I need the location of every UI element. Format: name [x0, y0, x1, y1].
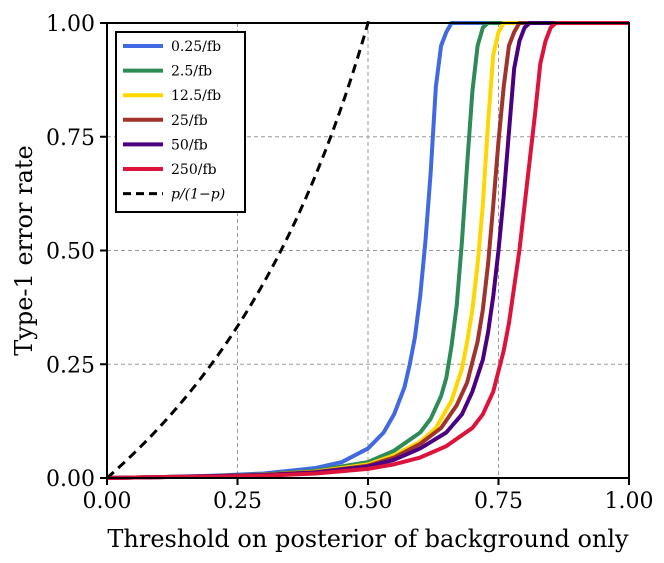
legend-label: 2.5/fb: [171, 64, 212, 80]
legend-label: 12.5/fb: [171, 88, 221, 104]
y-tick-label: 0.25: [46, 353, 95, 378]
legend-box: [115, 31, 246, 213]
y-tick-label: 0.00: [46, 467, 95, 492]
legend-label: 25/fb: [171, 113, 208, 129]
series-line-5: [107, 21, 629, 480]
y-tick-label: 0.75: [46, 126, 95, 151]
y-tick-label: 1.00: [46, 12, 95, 37]
x-tick-label: 0.00: [83, 489, 132, 514]
axis-ticks: 0.00 0.25 0.50 0.75 1.00 0.00 0.25 0.50 0.75 1.00: [46, 12, 653, 514]
x-tick-label: 0.25: [213, 489, 262, 514]
y-tick-label: 0.50: [46, 240, 95, 265]
x-tick-label: 1.00: [605, 489, 654, 514]
x-tick-label: 0.75: [474, 489, 523, 514]
series-line-6: [107, 21, 371, 480]
legend-label: 250/fb: [171, 162, 217, 178]
x-axis-label: Threshold on posterior of background onl…: [107, 525, 629, 553]
legend: 0.25/fb 2.5/fb 12.5/fb 25/fb 50/fb 250/fb p/(1…: [115, 31, 246, 213]
legend-label: 0.25/fb: [171, 39, 221, 55]
legend-label: 50/fb: [171, 137, 208, 153]
legend-label: p/(1−p): [171, 187, 225, 203]
y-axis-label: Type-1 error rate: [10, 145, 38, 355]
x-tick-label: 0.50: [344, 489, 393, 514]
series-layer: [107, 21, 629, 480]
